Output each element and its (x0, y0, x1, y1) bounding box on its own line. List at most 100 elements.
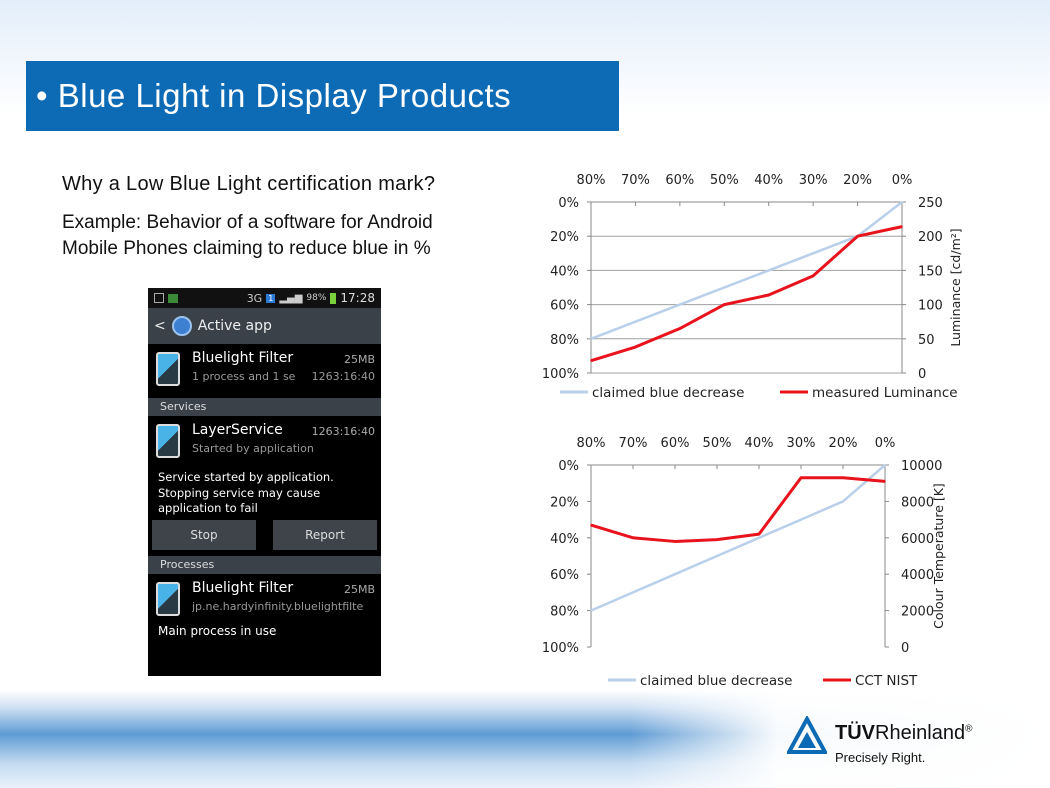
process-name: Bluelight Filter (192, 580, 294, 596)
data-point (812, 275, 814, 277)
footer-fade (630, 690, 1050, 788)
data-point (812, 252, 814, 255)
data-point (674, 573, 676, 575)
slide-example: Example: Behavior of a software for Andr… (62, 210, 532, 262)
colour-temperature-chart: 0% 10000 20% 8000 40% 6000 60% 4000 80% 2000 100% 0… (542, 436, 946, 689)
data-point (842, 500, 844, 503)
data-point (901, 225, 903, 228)
app-row[interactable]: Bluelight Filter 25MB 1 process and 1 se 1… (148, 344, 381, 398)
data-point (679, 303, 681, 306)
y-right-tick-label: 10000 (901, 459, 942, 474)
data-point (716, 555, 718, 557)
phone-network-label: 3G (246, 291, 263, 305)
data-point (590, 609, 592, 612)
series-line-0 (590, 464, 886, 612)
y-right-tick-label: 8000 (901, 495, 934, 510)
app-size: 25MB (343, 353, 375, 366)
y-right-tick-label: 0 (918, 367, 926, 382)
y-left-tick-label: 80% (550, 333, 579, 348)
series-line-1 (590, 476, 886, 543)
x-tick-label: 50% (703, 436, 732, 451)
phone-action-bar: < Active app (148, 308, 381, 344)
y-right-tick-label: 4000 (901, 568, 934, 583)
y-left-tick-label: 60% (550, 568, 579, 583)
service-row[interactable]: LayerService 1263:16:40 Started by applic… (148, 416, 381, 466)
logo-brand-bold: TÜV (835, 722, 875, 744)
report-button[interactable]: Report (273, 520, 377, 550)
data-point (884, 480, 886, 483)
app-sub: 1 process and 1 se (192, 370, 296, 383)
y-right-tick-label: 250 (918, 196, 943, 211)
y-right-tick-label: 6000 (901, 532, 934, 547)
data-point (590, 338, 592, 340)
gear-icon (171, 316, 192, 336)
triangle-logo-icon (787, 716, 827, 754)
service-sub: Started by application (192, 442, 314, 455)
x-tick-label: 40% (754, 173, 783, 188)
data-point (884, 464, 886, 466)
data-point (856, 235, 859, 237)
x-tick-label: 50% (710, 173, 739, 188)
phone-status-bar: 3G 1 ▂▄▆ 98% 17:28 (148, 288, 381, 308)
service-icon (156, 424, 180, 458)
y-left-tick-label: 0% (558, 459, 579, 474)
process-row[interactable]: Bluelight Filter 25MB jp.ne.hardyinfinity… (148, 574, 381, 620)
y-left-tick-label: 20% (550, 495, 579, 510)
process-sub: jp.ne.hardyinfinity.bluelightfilte (192, 600, 364, 613)
x-tick-label: 80% (577, 436, 606, 451)
signal-icon: ▂▄▆ (279, 292, 303, 304)
phone-time: 17:28 (340, 291, 375, 305)
stop-button[interactable]: Stop (152, 520, 256, 550)
data-point (901, 201, 903, 203)
y-right-axis-label: Colour Temperature [K] (931, 483, 946, 629)
data-point (767, 269, 770, 272)
app-time: 1263:16:40 (311, 370, 375, 383)
y-right-tick-label: 200 (918, 230, 943, 245)
data-point (758, 537, 760, 539)
legend-label: claimed blue decrease (640, 673, 792, 689)
example-line-1: Example: Behavior of a software for Andr… (62, 212, 433, 233)
phone-notification-icon (168, 293, 178, 303)
data-point (842, 476, 844, 479)
x-tick-label: 70% (619, 436, 648, 451)
service-message-line: application to fail (158, 501, 258, 515)
x-tick-label: 0% (875, 436, 896, 451)
x-tick-label: 0% (892, 173, 913, 188)
slide-title: • Blue Light in Display Products (26, 61, 619, 131)
data-point (632, 591, 634, 594)
y-left-tick-label: 40% (550, 264, 579, 279)
phone-screenshot: 3G 1 ▂▄▆ 98% 17:28 < Active app Blueligh… (148, 288, 381, 676)
y-left-tick-label: 0% (558, 196, 579, 211)
y-left-tick-label: 60% (550, 299, 579, 314)
footer-background (0, 690, 1050, 788)
legend-label: CCT NIST (855, 673, 918, 689)
battery-icon (330, 292, 337, 304)
logo-wordmark: TÜVRheinland® (835, 722, 972, 745)
data-point (758, 533, 760, 535)
x-tick-label: 20% (829, 436, 858, 451)
app-name: Bluelight Filter (192, 350, 294, 366)
y-right-tick-label: 150 (918, 264, 943, 279)
data-point (723, 303, 726, 306)
luminance-chart: 0% 250 20% 200 40% 150 60% 100 80% 50 100% 0 80% 70% 6… (542, 173, 963, 401)
data-point (632, 537, 634, 539)
data-point (634, 320, 637, 323)
phone-button-row: Stop Report (148, 520, 381, 556)
logo-tagline: Precisely Right. (835, 750, 926, 765)
data-point (723, 286, 726, 289)
processes-header: Processes (148, 556, 381, 574)
tuv-logo: TÜVRheinland® Precisely Right. (785, 714, 1005, 774)
phone-action-title: Active app (197, 318, 272, 334)
logo-registered: ® (965, 723, 973, 735)
data-point (674, 540, 676, 543)
logo-brand-rest: Rheinland (875, 722, 966, 744)
back-chevron-icon[interactable]: < (154, 318, 166, 334)
data-point (800, 518, 802, 521)
x-tick-label: 70% (621, 173, 650, 188)
legend-label: claimed blue decrease (592, 385, 744, 401)
slide-question: Why a Low Blue Light certification mark? (62, 173, 436, 195)
data-point (679, 327, 681, 330)
phone-status-icon (154, 293, 164, 303)
service-message-line: Service started by application. (158, 470, 334, 484)
y-left-tick-label: 100% (542, 367, 579, 382)
